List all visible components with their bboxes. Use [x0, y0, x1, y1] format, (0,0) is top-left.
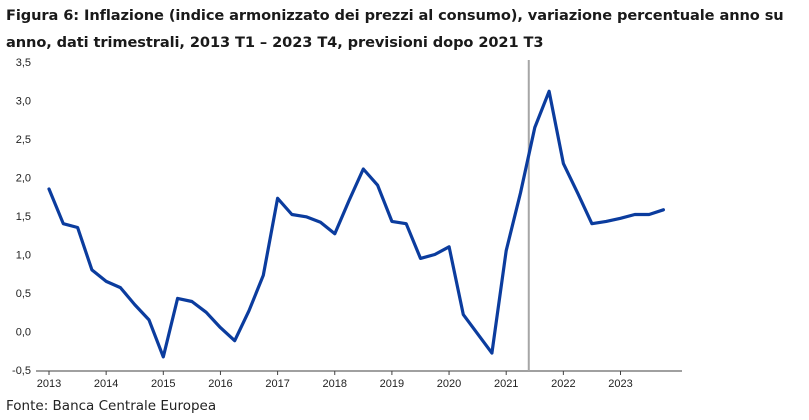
x-tick-label: 2014: [94, 378, 118, 390]
y-tick-label: -0,5: [12, 365, 31, 377]
y-tick-label: 3,0: [16, 96, 31, 108]
x-tick-label: 2023: [608, 378, 632, 390]
y-tick-label: 1,5: [16, 211, 31, 223]
y-tick-label: 0,0: [16, 327, 31, 339]
y-tick-label: 2,0: [16, 173, 31, 185]
y-tick-label: 0,5: [16, 288, 31, 300]
x-tick-label: 2018: [323, 378, 347, 390]
y-axis-ticks: -0,5 0,0 0,5 1,0 1,5 2,0 2,5 3,0 3,5: [12, 57, 31, 377]
y-tick-label: 3,5: [16, 57, 31, 69]
x-tick-label: 2015: [151, 378, 175, 390]
chart-title: Figura 6: Inflazione (indice armonizzato…: [6, 7, 784, 51]
x-tick-label: 2013: [37, 378, 61, 390]
series-line: [47, 89, 665, 359]
x-tick-label: 2020: [437, 378, 461, 390]
x-tick-label: 2017: [265, 378, 289, 390]
source-note: Fonte: Banca Centrale Europea: [6, 398, 217, 414]
x-tick-label: 2021: [494, 378, 518, 390]
x-tick-label: 2019: [380, 378, 404, 390]
y-tick-label: 2,5: [16, 134, 31, 146]
y-tick-label: 1,0: [16, 250, 31, 262]
x-tick-label: 2016: [208, 378, 232, 390]
x-axis-ticks: 2013 2014 2015 2016 2017 2018 2019 2020 2021 2022…: [37, 371, 633, 390]
x-tick-label: 2022: [551, 378, 575, 390]
